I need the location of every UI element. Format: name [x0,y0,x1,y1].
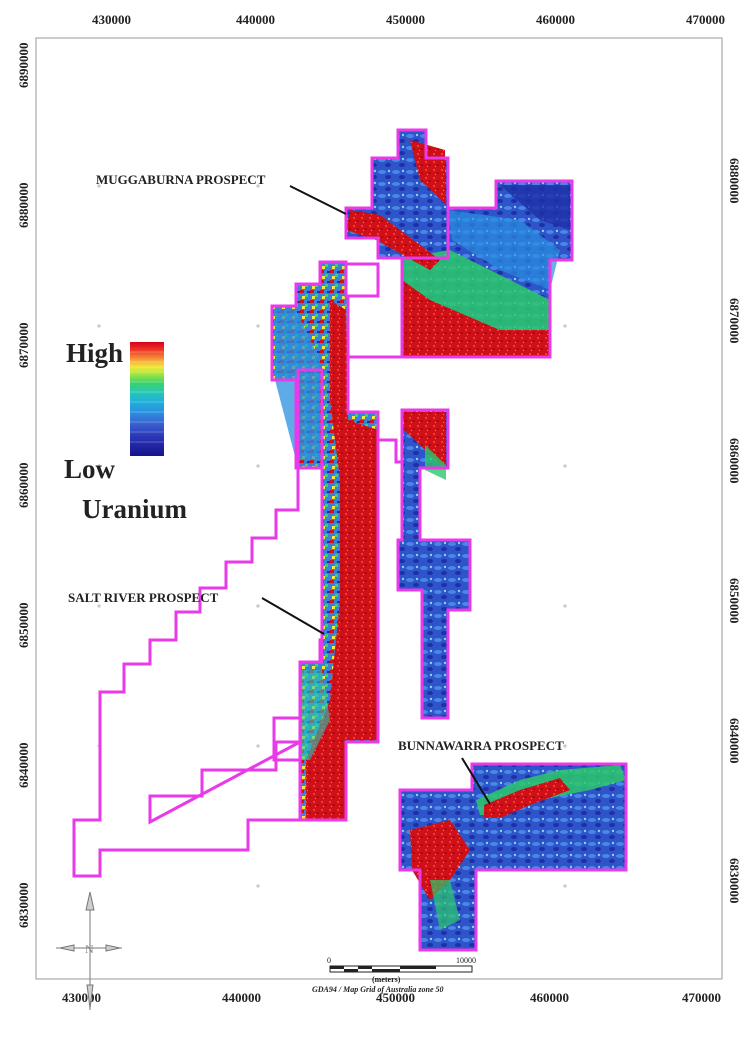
x-tick-bottom: 440000 [222,990,261,1005]
legend-high-label: High [66,338,123,368]
legend-low-label: Low [64,454,116,484]
x-tick-bottom: 450000 [376,990,415,1005]
x-tick-bottom: 460000 [530,990,569,1005]
y-tick-right: 6840000 [727,718,742,764]
axis-bottom: 430000 440000 450000 460000 470000 [62,990,721,1005]
y-tick-left: 6850000 [16,603,31,649]
bunnawarra-raster [400,764,626,950]
scale-start: 0 [327,956,331,965]
x-tick-top: 460000 [536,12,575,27]
x-tick-top: 430000 [92,12,131,27]
salt-river-label: SALT RIVER PROSPECT [68,590,219,605]
scale-end: 10000 [456,956,476,965]
legend-title: Uranium [82,494,188,524]
muggaburna-label: MUGGABURNA PROSPECT [96,172,266,187]
bunnawarra-label: BUNNAWARRA PROSPECT [398,738,564,753]
y-tick-right: 6850000 [727,578,742,624]
north-arrow-icon [56,891,122,1010]
x-tick-top: 440000 [236,12,275,27]
y-tick-left: 6830000 [16,883,31,929]
y-tick-left: 6870000 [16,323,31,369]
projection-label: GDA94 / Map Grid of Australia zone 50 [312,985,444,994]
y-tick-right: 6880000 [727,158,742,204]
legend-color-ramp [130,342,164,456]
scale-bar [329,965,473,973]
central-east-raster [398,410,470,718]
axis-right: 6880000 6870000 6860000 6850000 6840000 … [727,158,742,904]
x-tick-bottom: 430000 [62,990,101,1005]
x-tick-bottom: 470000 [682,990,721,1005]
callout-lines [261,185,491,805]
legend-ramp-lines [130,351,164,443]
axis-left: 6890000 6880000 6870000 6860000 6850000 … [16,43,31,929]
x-tick-top: 450000 [386,12,425,27]
y-tick-left: 6880000 [16,183,31,229]
y-tick-left: 6840000 [16,743,31,789]
y-tick-left: 6890000 [16,43,31,89]
y-tick-right: 6870000 [727,298,742,344]
scale-unit: (meters) [372,975,401,984]
tenement-boundaries [72,128,628,952]
axis-top: 430000 440000 450000 460000 470000 [92,12,725,27]
y-tick-right: 6860000 [727,438,742,484]
x-tick-top: 470000 [686,12,725,27]
y-tick-left: 6860000 [16,463,31,509]
y-tick-right: 6830000 [727,858,742,904]
north-label: N [85,942,94,956]
